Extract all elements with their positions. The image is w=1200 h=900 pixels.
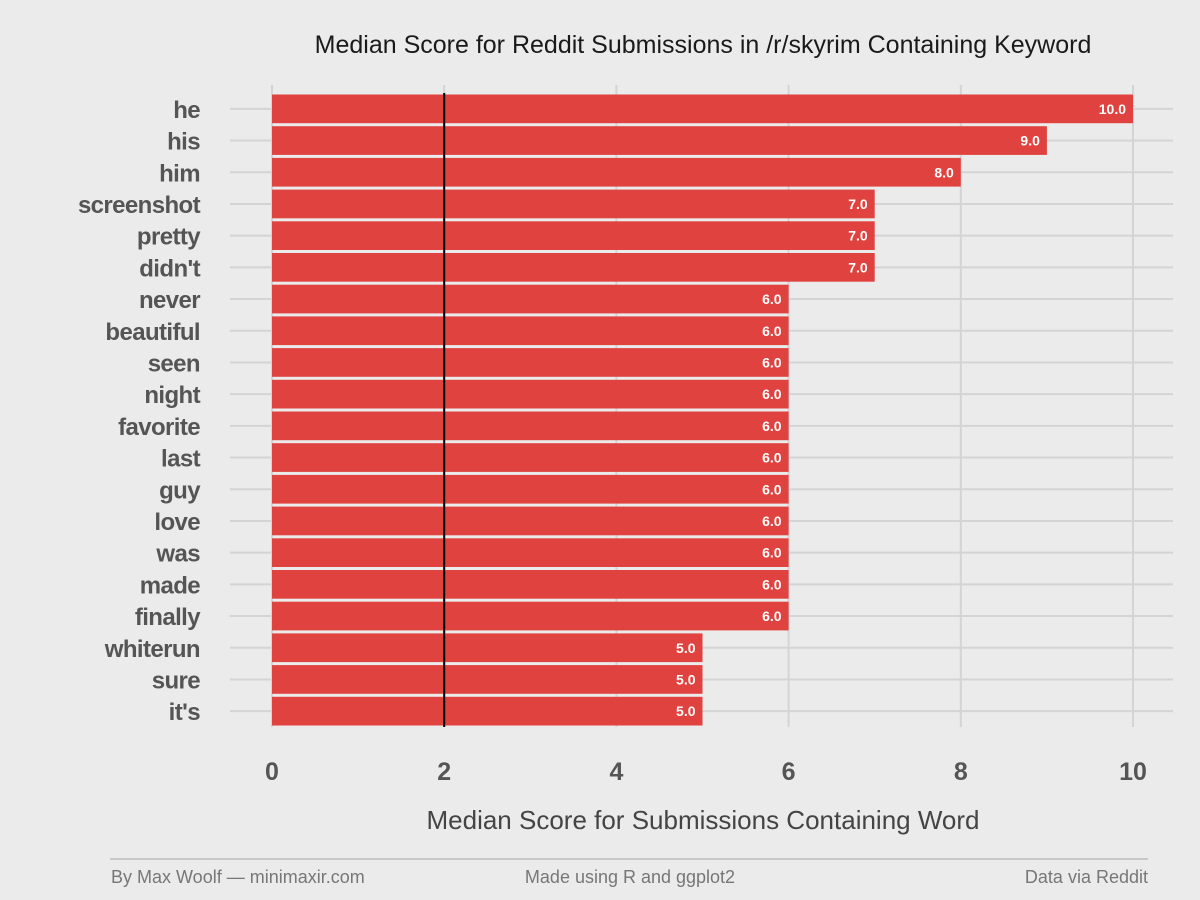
data-label: 5.0 <box>676 671 696 687</box>
x-tick-label: 10 <box>1119 758 1147 786</box>
chart-title: Median Score for Reddit Submissions in /… <box>315 31 1092 59</box>
x-tick-label: 6 <box>782 758 796 786</box>
bar <box>272 506 789 536</box>
bar <box>272 601 789 631</box>
category-label: made <box>140 572 201 599</box>
footer-tools: Made using R and ggplot2 <box>525 867 735 887</box>
data-label: 6.0 <box>762 418 782 434</box>
category-label: last <box>161 446 201 473</box>
category-labels: he his him screenshot pretty didn't never beaut… <box>78 97 202 726</box>
x-tick-label: 2 <box>437 758 451 786</box>
data-label: 6.0 <box>762 513 782 529</box>
bar <box>272 253 875 282</box>
data-label: 7.0 <box>848 228 868 244</box>
footer-source: Data via Reddit <box>1025 867 1148 887</box>
x-axis-label: Median Score for Submissions Containing … <box>426 805 979 835</box>
data-label: 7.0 <box>848 196 868 212</box>
x-axis-ticks: 0 2 4 6 8 10 <box>265 758 1147 786</box>
category-label: he <box>173 97 200 124</box>
data-label: 6.0 <box>762 545 782 561</box>
x-tick-label: 8 <box>954 758 968 786</box>
bar <box>272 189 875 219</box>
bar <box>272 316 789 346</box>
bar <box>272 474 789 504</box>
data-label: 6.0 <box>762 576 782 592</box>
category-label: finally <box>135 604 201 631</box>
bar <box>272 633 703 663</box>
category-label: night <box>144 382 200 409</box>
data-label: 6.0 <box>762 481 782 497</box>
data-label: 6.0 <box>762 450 782 466</box>
data-label: 6.0 <box>762 354 782 370</box>
data-label: 6.0 <box>762 386 782 402</box>
data-label: 6.0 <box>762 323 782 339</box>
bar <box>272 94 1133 124</box>
category-label: seen <box>148 350 200 377</box>
bar <box>272 379 789 409</box>
data-label: 5.0 <box>676 703 696 719</box>
category-label: was <box>155 541 200 568</box>
bar <box>272 284 789 314</box>
data-label: 9.0 <box>1020 133 1040 149</box>
bar <box>272 157 961 187</box>
bar <box>272 696 703 726</box>
category-label: guy <box>159 477 201 504</box>
category-label: love <box>154 509 200 536</box>
bar <box>272 570 789 599</box>
category-label: it's <box>169 699 201 726</box>
bar <box>272 348 789 377</box>
bar <box>272 665 703 694</box>
x-tick-label: 4 <box>609 758 623 786</box>
category-label: screenshot <box>78 192 201 219</box>
data-label: 7.0 <box>848 259 868 275</box>
category-label: favorite <box>118 414 200 441</box>
data-label: 6.0 <box>762 608 782 624</box>
category-label: didn't <box>139 255 200 282</box>
category-label: whiterun <box>104 636 200 663</box>
category-label: never <box>139 287 200 314</box>
bar <box>272 411 789 441</box>
data-label: 10.0 <box>1099 101 1126 117</box>
category-label: pretty <box>137 224 201 251</box>
category-label: beautiful <box>105 319 200 346</box>
category-label: sure <box>152 667 201 694</box>
bar <box>272 126 1047 155</box>
bar <box>272 221 875 250</box>
footer-credit: By Max Woolf — minimaxir.com <box>111 867 365 887</box>
bar <box>272 443 789 472</box>
category-label: his <box>167 129 200 156</box>
bars: 10.0 9.0 8.0 7.0 7.0 7.0 6.0 6.0 6.0 6.0 6.0 6.0 6.0… <box>272 94 1133 726</box>
data-label: 5.0 <box>676 640 696 656</box>
x-tick-label: 0 <box>265 758 279 786</box>
data-label: 6.0 <box>762 291 782 307</box>
category-label: him <box>159 160 200 187</box>
data-label: 8.0 <box>934 164 954 180</box>
bar <box>272 538 789 567</box>
